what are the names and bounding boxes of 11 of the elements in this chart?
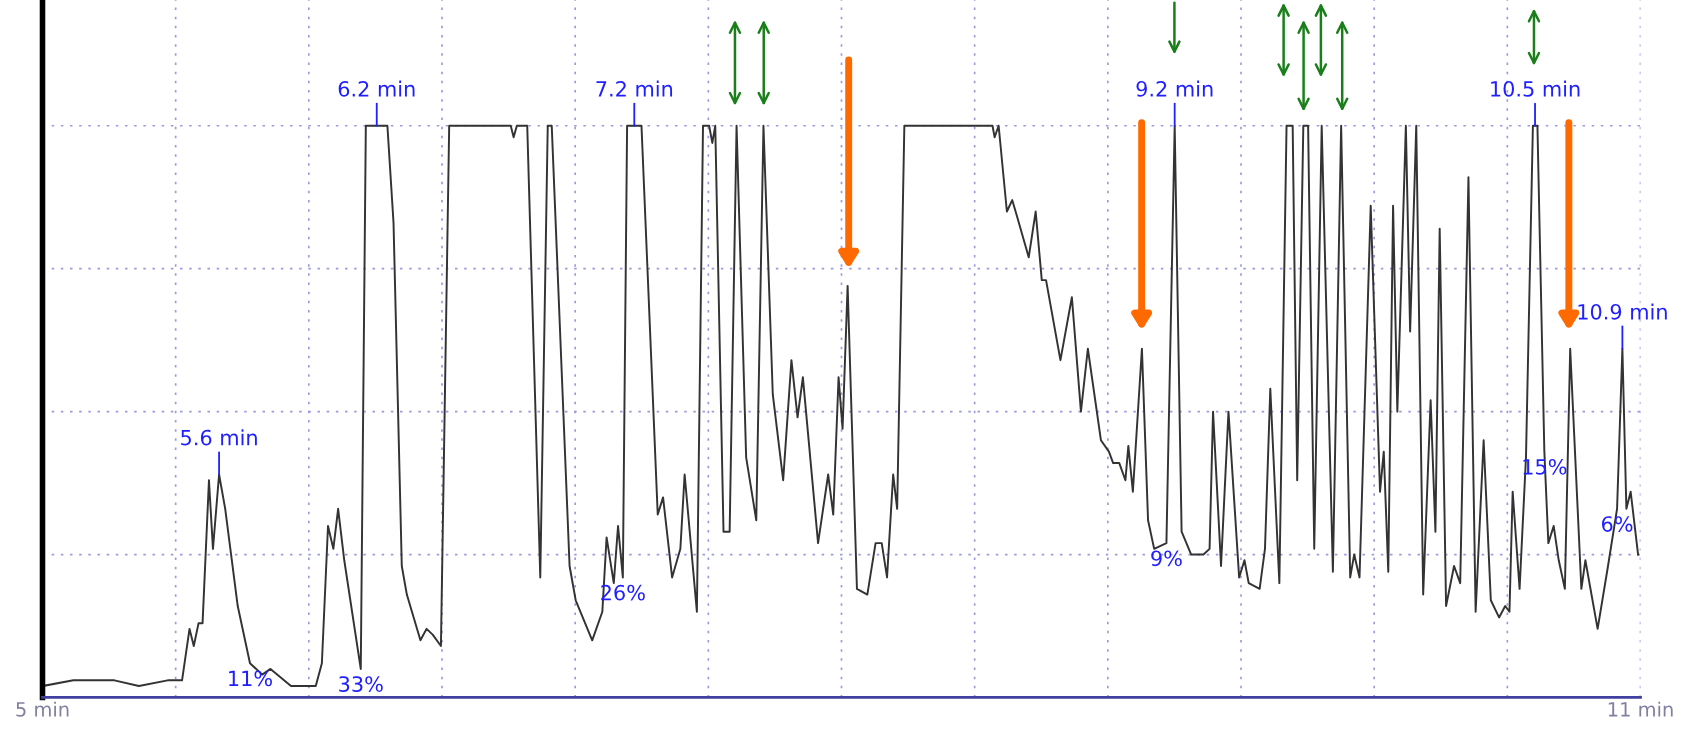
x-tick-label: 11 min <box>1608 701 1673 717</box>
annotation: 9.2 min <box>1136 80 1213 97</box>
annotation: 33% <box>339 676 383 692</box>
annotation: 7.2 min <box>596 80 673 97</box>
x-tick-label: 5 min <box>16 701 69 717</box>
annotation: 5.6 min <box>181 429 257 446</box>
annotation: 10.9 min <box>1578 303 1667 320</box>
annotation: 6.2 min <box>338 80 415 97</box>
annotation: 10.5 min <box>1491 80 1580 97</box>
annotation: 11% <box>229 670 272 687</box>
annotation: 9% <box>1151 550 1182 567</box>
